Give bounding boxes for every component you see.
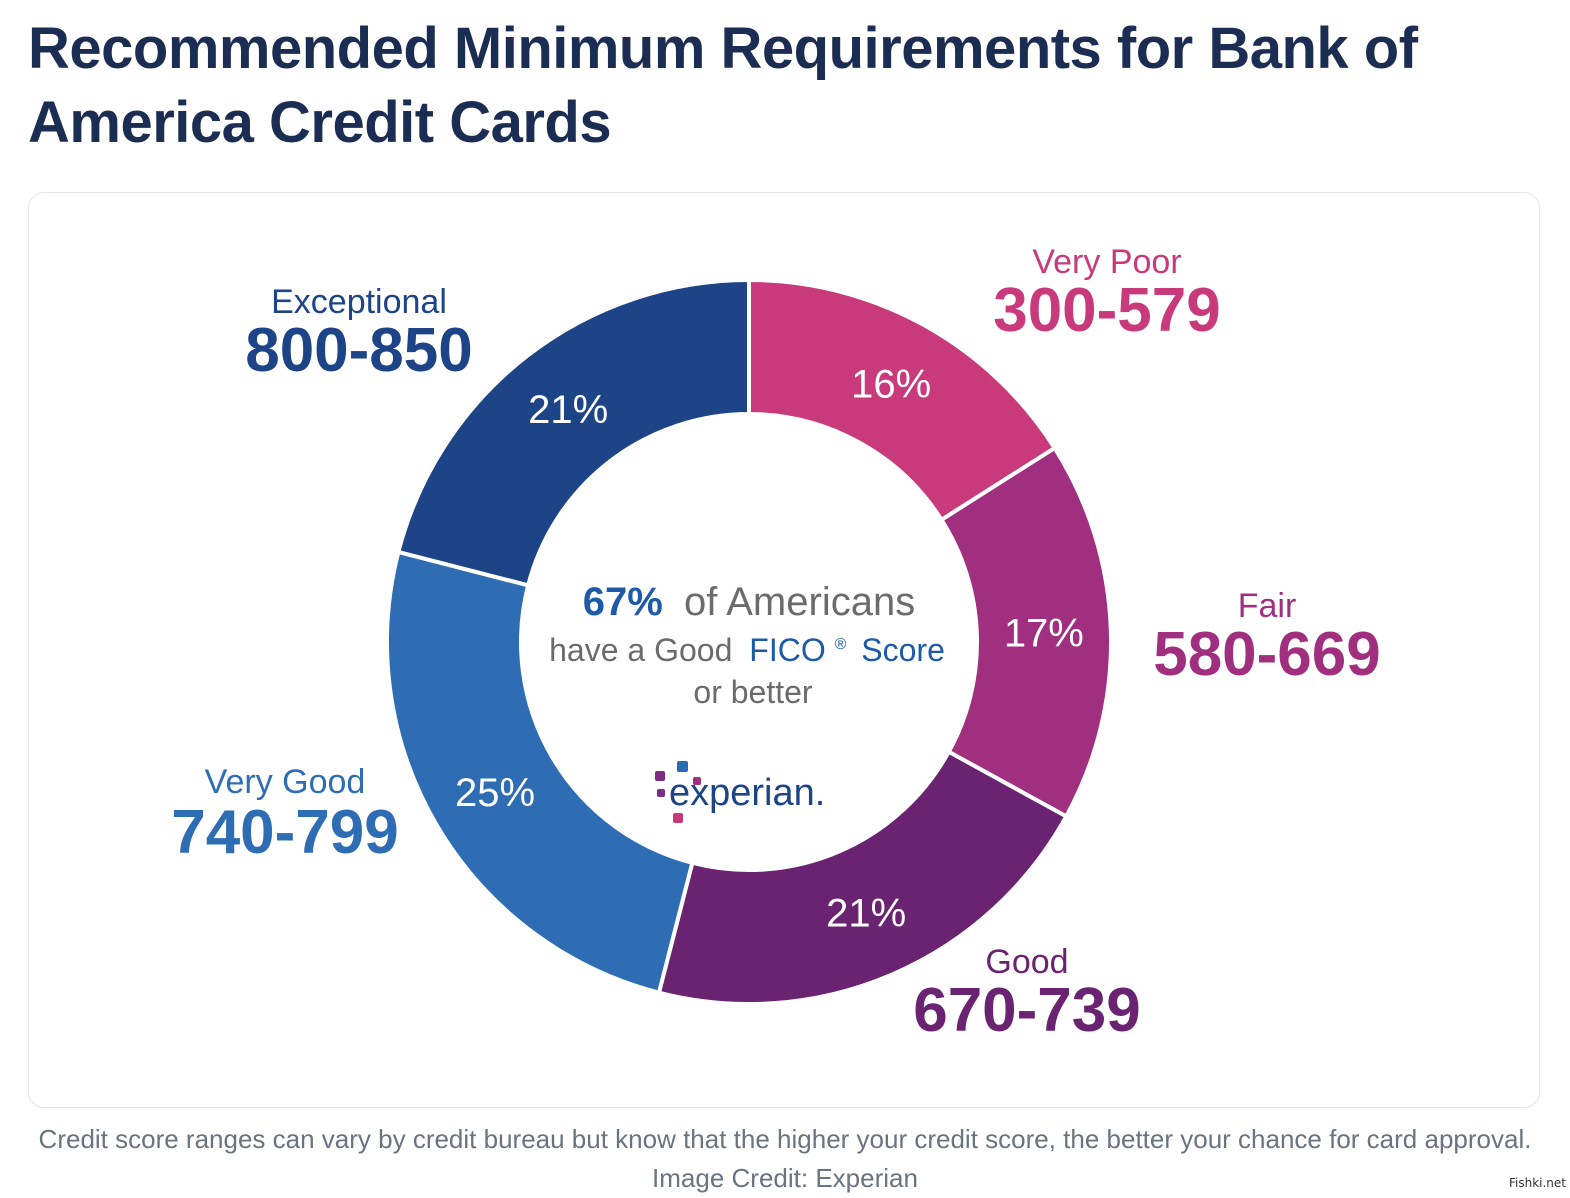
svg-text:67% of Americans: 67% of Americans [583,580,915,624]
segment-percent-fair: 17% [1004,612,1084,656]
segment-percent-exceptional: 21% [528,388,608,432]
center-line2-score: Score [861,632,945,668]
center-line2-a: have a Good [549,632,732,668]
center-line2-fico: FICO [749,632,825,668]
segment-percent-good: 21% [826,892,906,936]
category-range-very-good: 740-799 [171,798,399,867]
center-line2-reg: ® [835,636,847,653]
center-percent: 67% [583,580,663,624]
image-caption: Credit score ranges can vary by credit b… [30,1120,1540,1198]
center-line3: or better [693,674,813,710]
chart-center-text: 67% of Americans have a Good FICO ® Scor… [549,580,945,823]
category-range-exceptional: 800-850 [245,316,473,385]
page-title: Recommended Minimum Requirements for Ban… [28,12,1508,160]
svg-text:have a Good FICO: have a Good FICO ® Score [549,620,945,668]
donut-chart: 16%17%21%25%21% Very Poor300-579Fair580-… [29,193,1541,1109]
category-range-good: 670-739 [913,976,1141,1045]
category-name-very-good: Very Good [205,763,366,801]
category-range-very-poor: 300-579 [993,276,1221,345]
experian-logo: experian. [655,761,825,823]
segment-percent-very-poor: 16% [851,362,931,406]
segment-percent-very-good: 25% [455,771,535,815]
center-line1: of Americans [684,580,915,624]
experian-logo-text: experian. [669,772,825,814]
category-range-fair: 580-669 [1153,620,1381,689]
watermark: Fishki.net [1509,1176,1566,1190]
